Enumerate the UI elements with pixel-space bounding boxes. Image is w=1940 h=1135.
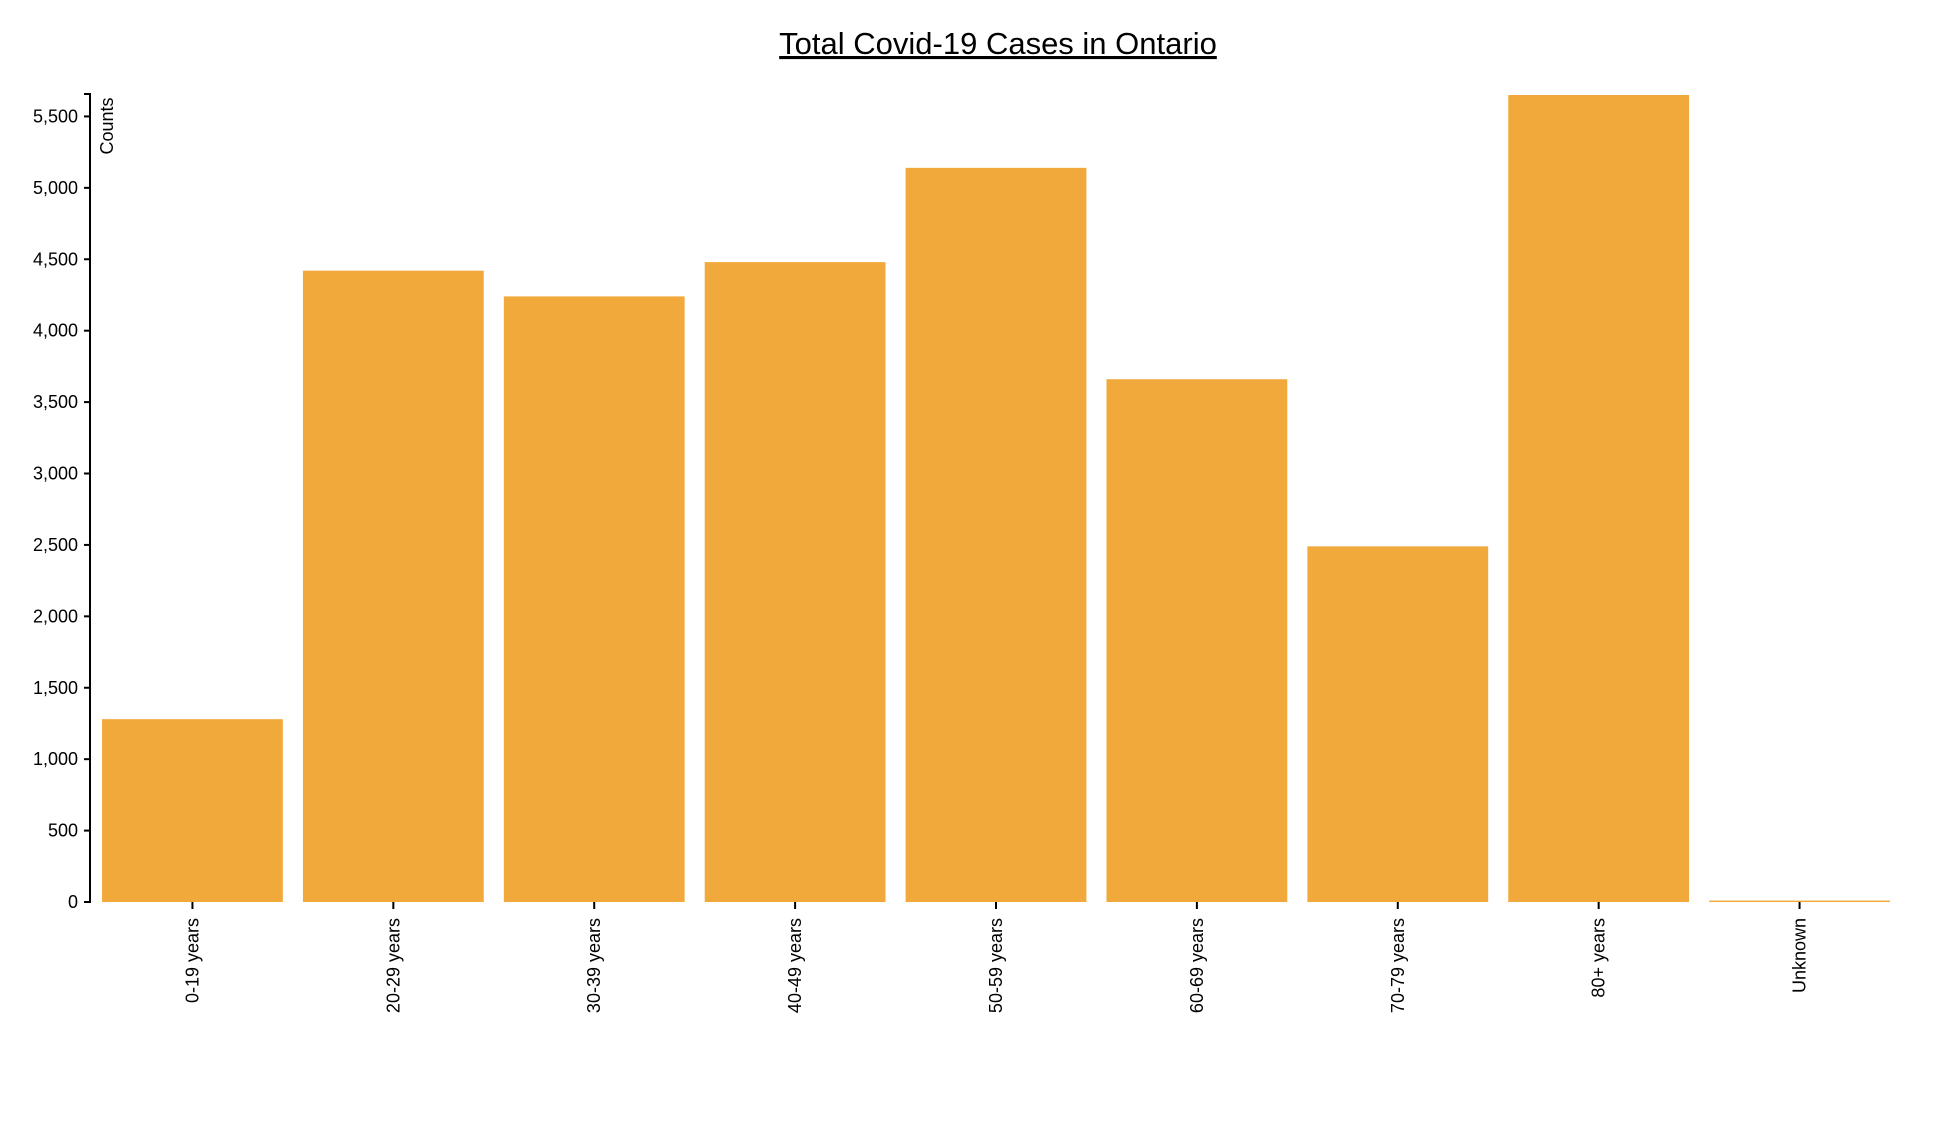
x-tick-label: 0-19 years: [182, 918, 202, 1003]
y-tick-label: 0: [68, 892, 78, 912]
y-tick-label: 1,000: [33, 749, 78, 769]
x-tick-label: 20-29 years: [383, 918, 403, 1013]
y-tick-label: 5,000: [33, 178, 78, 198]
bar: [1709, 900, 1890, 902]
x-tick-label: 50-59 years: [986, 918, 1006, 1013]
bar: [905, 167, 1087, 903]
y-axis-line: [84, 93, 91, 903]
y-tick-label: 1,500: [33, 678, 78, 698]
bar: [1508, 95, 1690, 902]
y-tick-label: 5,500: [33, 106, 78, 126]
y-tick-label: 3,000: [33, 464, 78, 484]
bar: [704, 262, 886, 902]
bar: [302, 270, 484, 902]
x-tick-label: 60-69 years: [1187, 918, 1207, 1013]
bar: [503, 296, 685, 902]
x-tick-label: 80+ years: [1589, 918, 1609, 998]
x-tick-label: 70-79 years: [1388, 918, 1408, 1013]
y-tick-label: 2,500: [33, 535, 78, 555]
y-tick-label: 500: [48, 821, 78, 841]
y-tick-label: 2,000: [33, 606, 78, 626]
chart-title: Total Covid-19 Cases in Ontario: [779, 26, 1217, 61]
y-tick-label: 3,500: [33, 392, 78, 412]
x-axis: 0-19 years 20-29 years 30-39 years 40-49 ye…: [182, 902, 1810, 1013]
bar: [1307, 546, 1489, 902]
x-tick-label: 40-49 years: [785, 918, 805, 1013]
y-axis-label: Counts: [97, 97, 117, 154]
y-tick-label: 4,000: [33, 321, 78, 341]
y-tick-label: 4,500: [33, 249, 78, 269]
bar: [1106, 379, 1288, 902]
x-tick-label: Unknown: [1790, 918, 1810, 993]
bars-group: [102, 95, 1890, 903]
x-tick-label: 30-39 years: [584, 918, 604, 1013]
bar: [102, 719, 283, 902]
y-axis: 0 500 1,000 1,500 2,000 2,500 3,000 3,500 4,000 4…: [33, 93, 91, 912]
